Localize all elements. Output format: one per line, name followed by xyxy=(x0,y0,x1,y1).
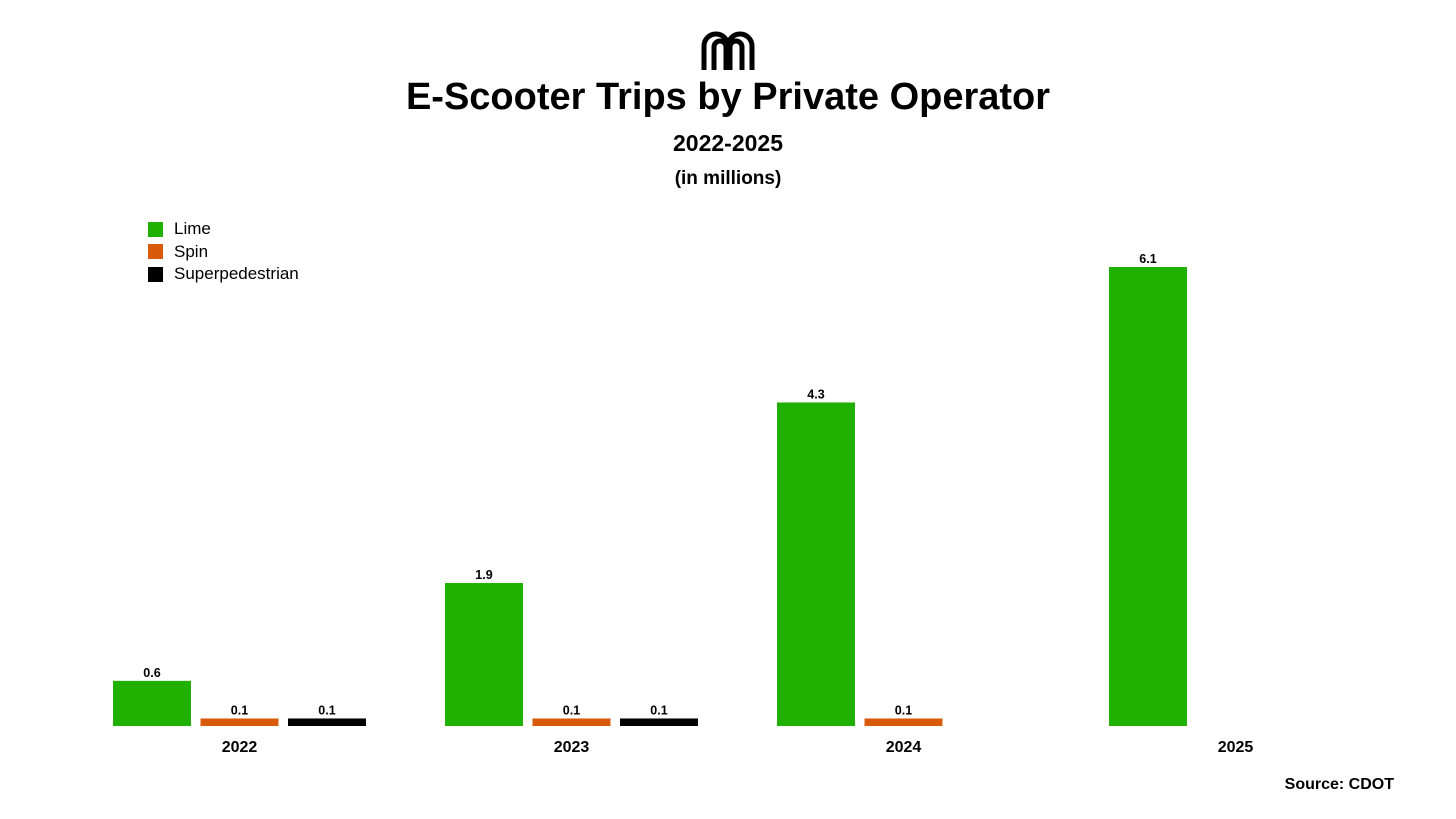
legend-swatch-spin xyxy=(148,244,163,260)
x-tick-label-2025: 2025 xyxy=(1218,739,1254,756)
chart-legend: Lime Spin Superpedestrian xyxy=(148,218,299,286)
data-label-lime-2025: 6.1 xyxy=(1139,252,1156,266)
bar-spin-2023 xyxy=(532,718,611,726)
data-label-spin-2023: 0.1 xyxy=(563,703,580,717)
x-tick-label-2024: 2024 xyxy=(886,739,922,756)
bar-spin-2024 xyxy=(864,718,943,726)
legend-swatch-lime xyxy=(148,221,163,237)
data-label-lime-2023: 1.9 xyxy=(475,568,492,582)
bar-spin-2022 xyxy=(200,718,279,726)
legend-item-spin: Spin xyxy=(148,241,299,264)
data-label-lime-2024: 4.3 xyxy=(807,387,824,401)
data-label-superpedestrian-2022: 0.1 xyxy=(318,703,335,717)
x-tick-label-2022: 2022 xyxy=(222,739,258,756)
source-note: Source: CDOT xyxy=(1284,776,1394,793)
chart-title: E-Scooter Trips by Private Operator xyxy=(405,76,1051,118)
bar-lime-2025 xyxy=(1109,267,1187,726)
data-label-lime-2022: 0.6 xyxy=(143,666,160,680)
data-label-superpedestrian-2023: 0.1 xyxy=(650,703,667,717)
bar-lime-2024 xyxy=(777,402,855,726)
bar-lime-2023 xyxy=(445,583,523,726)
legend-label-superpedestrian: Superpedestrian xyxy=(174,264,299,284)
chart-subtitle: 2022-2025 xyxy=(673,130,783,156)
arch-logo-icon xyxy=(701,31,755,70)
data-label-spin-2024: 0.1 xyxy=(895,703,912,717)
legend-label-spin: Spin xyxy=(174,241,209,261)
x-tick-label-2023: 2023 xyxy=(554,739,590,756)
chart-unit-note: (in millions) xyxy=(674,168,782,189)
bar-superpedestrian-2022 xyxy=(288,718,366,726)
bar-lime-2022 xyxy=(113,680,191,726)
legend-item-lime: Lime xyxy=(148,218,299,241)
legend-item-superpedestrian: Superpedestrian xyxy=(148,263,299,286)
bar-superpedestrian-2023 xyxy=(620,718,698,726)
legend-swatch-superpedestrian xyxy=(148,266,163,282)
data-label-spin-2022: 0.1 xyxy=(231,703,248,717)
legend-label-lime: Lime xyxy=(174,219,211,239)
